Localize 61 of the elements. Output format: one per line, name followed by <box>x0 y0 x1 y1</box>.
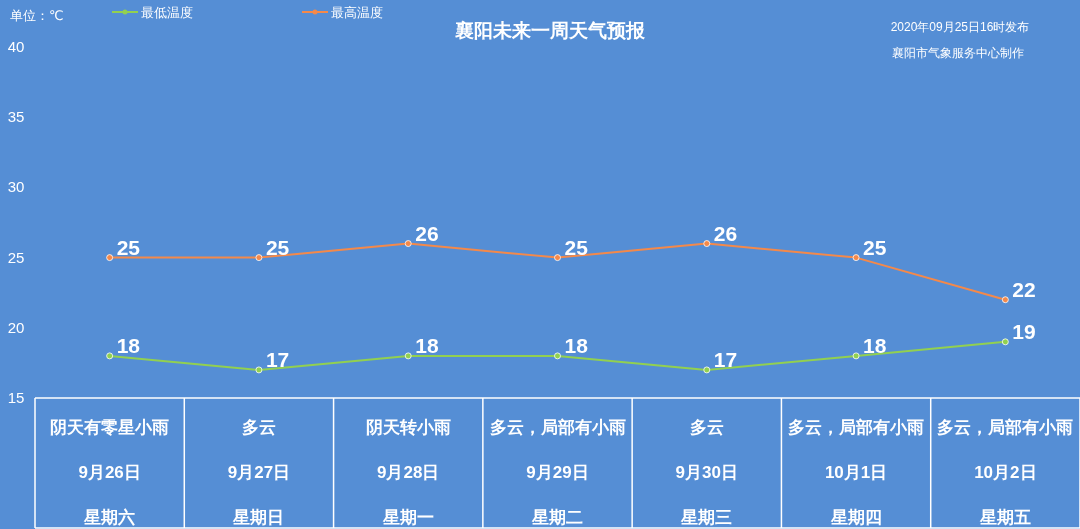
x-tick-label: 9月27日 <box>227 463 291 482</box>
x-tick-label: 10月2日 <box>974 463 1037 482</box>
point <box>852 254 860 261</box>
y-tick-label: 35 <box>7 108 25 126</box>
text: 2020年09月25日16时发布 <box>890 20 1030 34</box>
data-label: 18 <box>415 333 439 357</box>
text: 星期日 <box>232 508 285 527</box>
y-tick-label: 40 <box>7 38 25 55</box>
point <box>404 352 412 360</box>
point <box>1001 338 1009 346</box>
data-label: 22 <box>1012 277 1036 301</box>
text: 单位：℃ <box>10 8 64 23</box>
point <box>1001 296 1009 304</box>
data-label: 18 <box>564 333 589 357</box>
annotation: 襄阳市气象服务中心制作 <box>892 46 1024 60</box>
point <box>554 254 561 261</box>
data-label: 18 <box>116 333 141 357</box>
point <box>255 366 263 374</box>
text: 多云，局部有小雨 <box>788 418 925 437</box>
data-label: 25 <box>116 235 141 259</box>
data-label: 25 <box>265 235 290 259</box>
text: 星期三 <box>680 508 733 527</box>
data-label: 19 <box>1012 319 1036 343</box>
data-label: 25 <box>863 235 887 259</box>
text: 星期二 <box>531 508 583 527</box>
text: 阴天转小雨 <box>365 418 451 437</box>
x-tick-label: 9月26日 <box>78 463 141 482</box>
data-label: 26 <box>415 221 439 245</box>
text: 星期一 <box>381 508 434 527</box>
legend-label: 最高温度 <box>331 5 383 20</box>
data-label: 26 <box>713 221 738 245</box>
x-tick-label: 9月29日 <box>526 463 589 482</box>
text: 多云，局部有小雨 <box>489 418 626 437</box>
text: 多云 <box>241 418 276 437</box>
text: 多云，局部有小雨 <box>937 418 1074 437</box>
chart-title: 襄阳未来一周天气预报 <box>455 20 646 41</box>
legend-label: 最低温度 <box>141 5 193 20</box>
y-tick-label: 25 <box>7 248 25 266</box>
x-tick-label: 9月30日 <box>675 463 738 482</box>
y-tick-label: 20 <box>7 318 25 336</box>
x-tick-label: 9月28日 <box>377 463 440 482</box>
point <box>554 352 561 360</box>
point <box>852 352 860 360</box>
text: 星期六 <box>83 508 136 527</box>
point <box>106 254 114 261</box>
y-tick-label: 15 <box>7 389 25 406</box>
point <box>255 254 263 261</box>
data-label: 17 <box>713 347 738 371</box>
point <box>703 366 711 374</box>
point <box>703 240 711 247</box>
text: 星期四 <box>829 508 882 527</box>
x-tick-label: 10月1日 <box>824 463 888 482</box>
text: 星期五 <box>978 508 1031 527</box>
text: 多云 <box>689 418 724 437</box>
data-label: 18 <box>863 333 887 357</box>
point <box>106 352 114 360</box>
text: 阴天有零星小雨 <box>50 418 170 437</box>
point <box>404 240 412 247</box>
data-label: 17 <box>265 347 290 371</box>
data-label: 25 <box>564 235 589 259</box>
y-tick-label: 30 <box>7 178 25 196</box>
